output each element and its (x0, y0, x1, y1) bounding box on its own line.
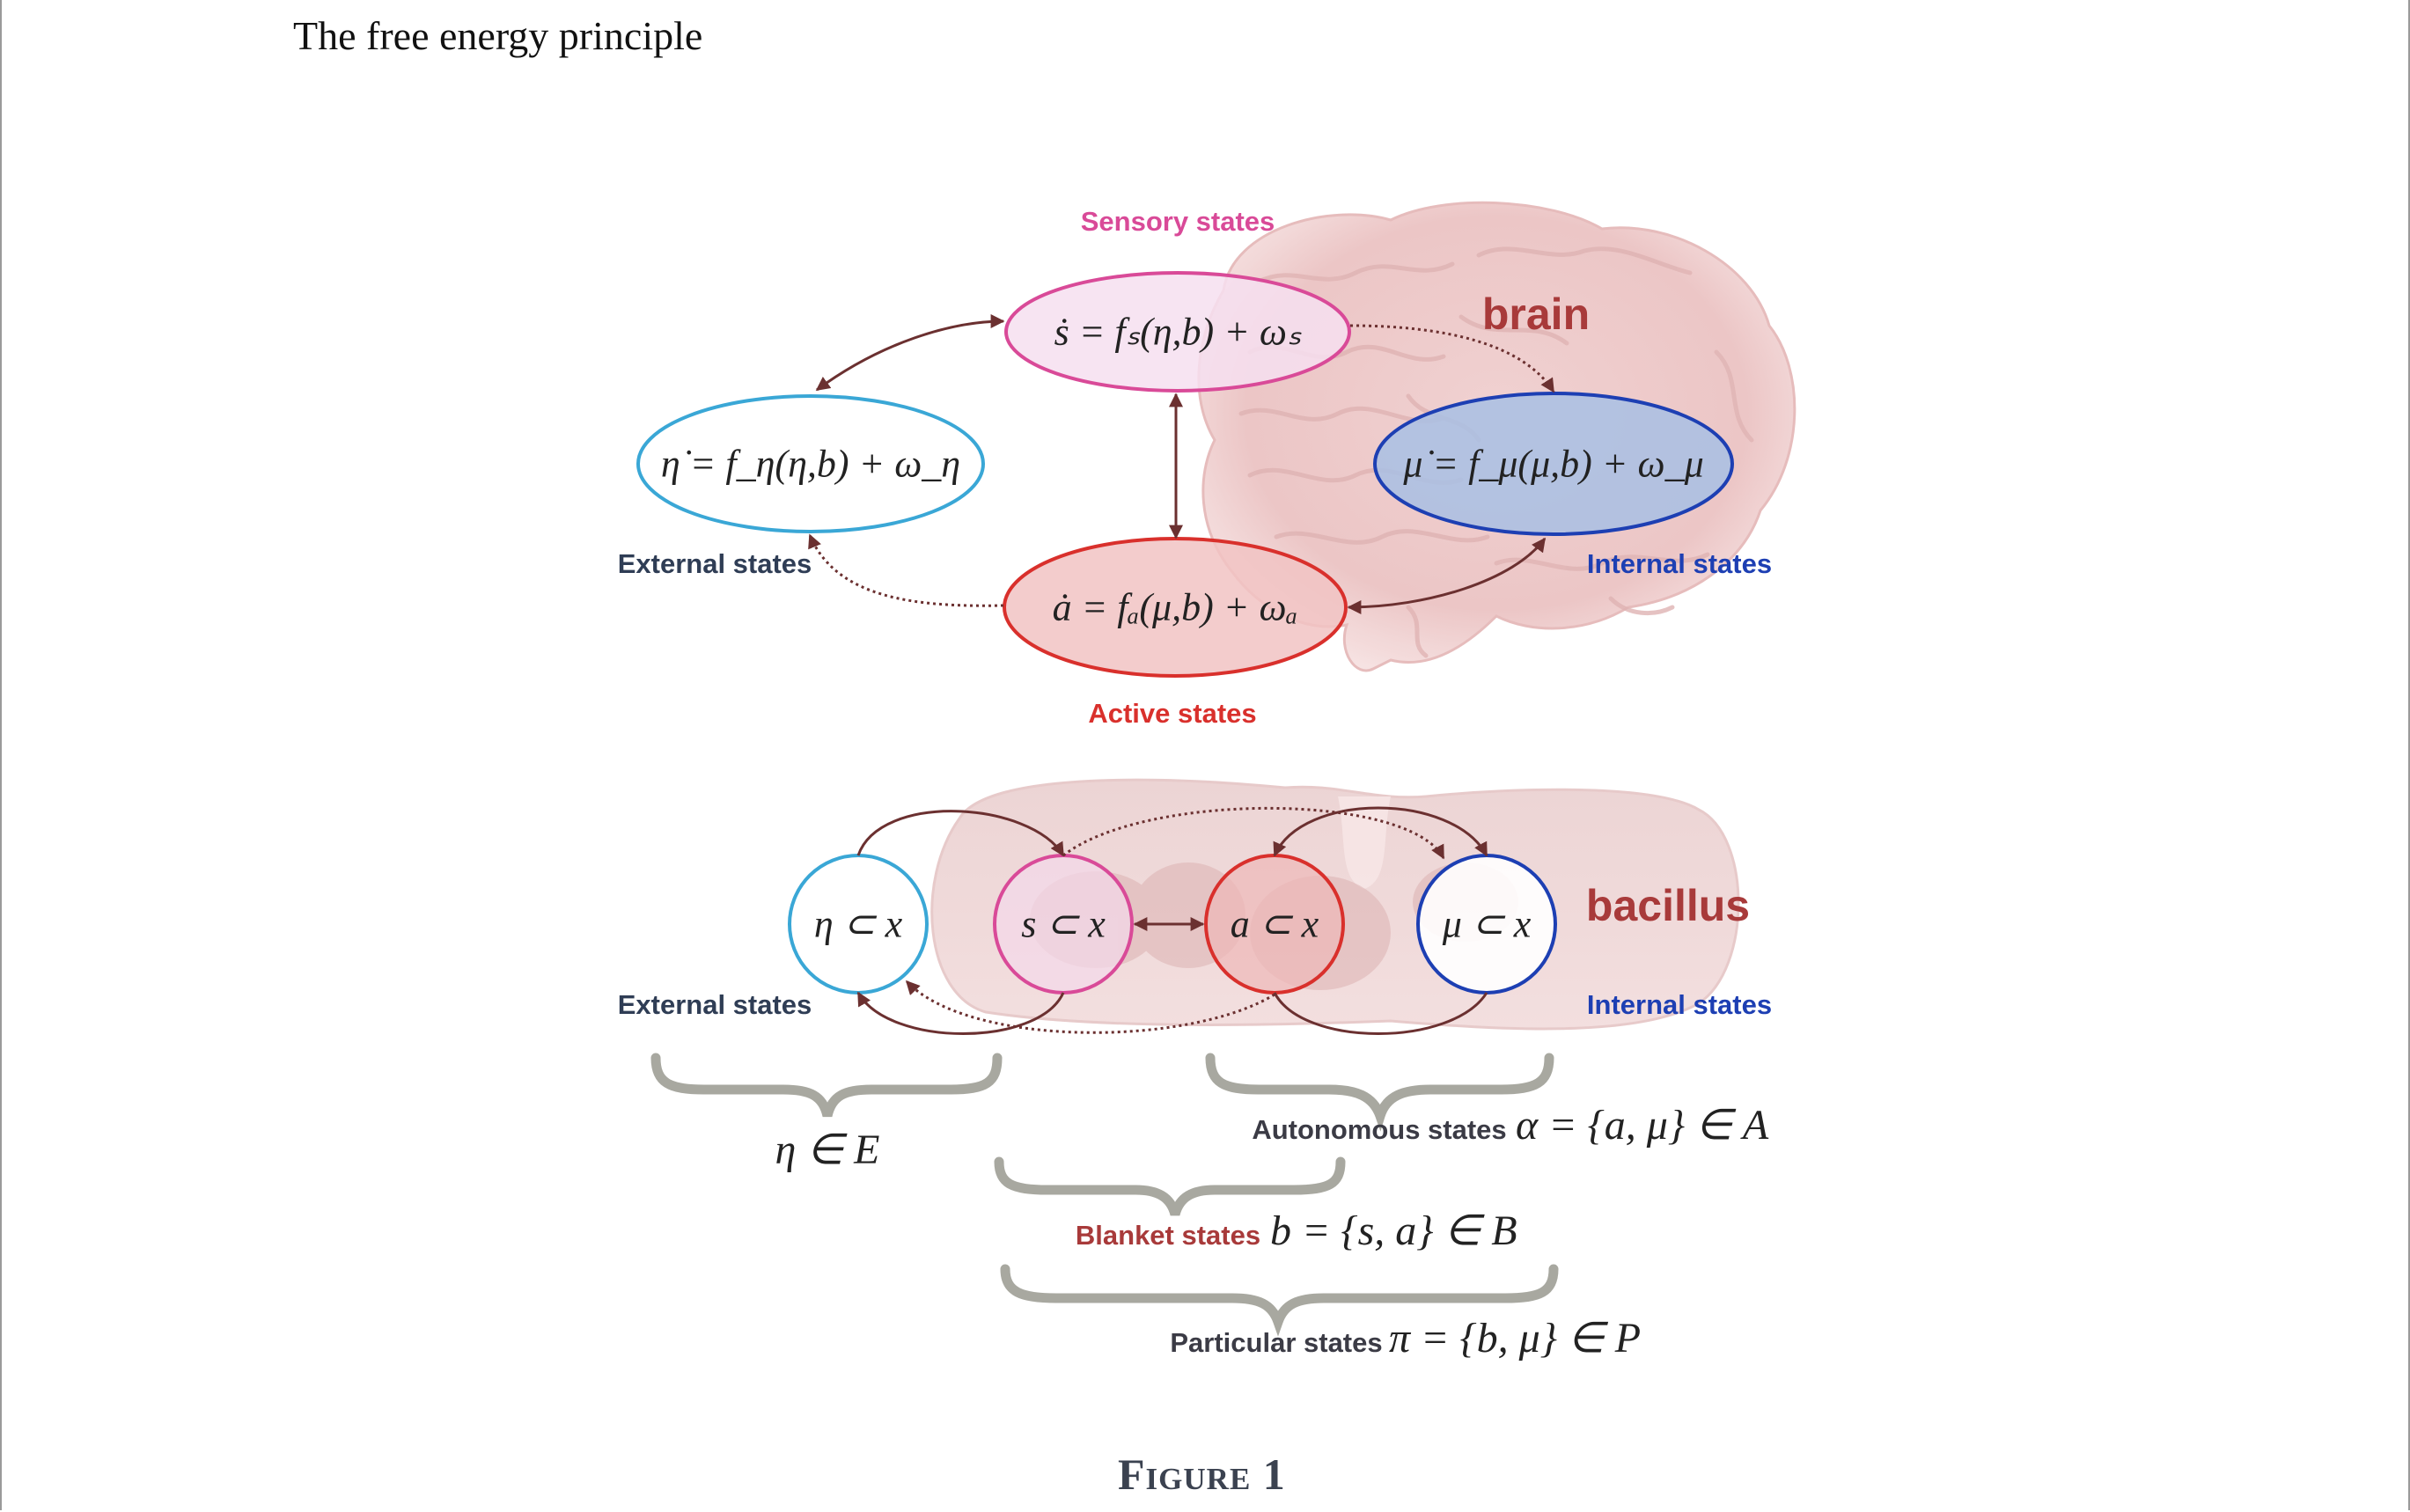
brain-label: brain (1482, 290, 1590, 339)
bacillus-external-text: η ⊂ x (814, 903, 903, 946)
blanket-states-label: Blanket states (1076, 1220, 1260, 1251)
bacillus-active-text: a ⊂ x (1231, 903, 1319, 946)
bacillus-label: bacillus (1586, 881, 1750, 930)
blanket-formula: b = {s, a} ∈ B (1270, 1207, 1517, 1254)
autonomous-states-label: Autonomous states (1252, 1114, 1506, 1145)
external-equation: η̇ = f_η(η,b) + ω_η (661, 443, 960, 486)
particular-formula: π = {b, μ} ∈ P (1389, 1315, 1641, 1362)
arrow-sensory-internal (1349, 324, 1555, 393)
autonomous-formula: α = {a, μ} ∈ A (1516, 1102, 1769, 1149)
brace-external (650, 1053, 1003, 1118)
arrow-active-internal (1347, 537, 1547, 614)
external-states-node: η̇ = f_η(η,b) + ω_η External states (618, 394, 985, 579)
internal-states-node: μ̇ = f_μ(μ,b) + ω_μ Internal states (1373, 392, 1772, 579)
sensory-states-label: Sensory states (1081, 206, 1275, 237)
bacillus-sensory-node: s ⊂ x (993, 854, 1134, 995)
bacillus-internal-node: μ ⊂ x (1416, 854, 1557, 995)
running-title: The free energy principle (293, 13, 703, 58)
bac-arrow-external-sensory (856, 810, 1065, 857)
bacillus-sensory-text: s ⊂ x (1021, 903, 1106, 946)
active-equation: ȧ = fₐ(μ,b) + ωₐ (1053, 586, 1298, 629)
bacillus-external-label: External states (618, 989, 812, 1020)
internal-equation: μ̇ = f_μ(μ,b) + ω_μ (1402, 443, 1703, 486)
partition-braces (650, 1053, 1559, 1337)
bacillus-internal-text: μ ⊂ x (1442, 903, 1532, 946)
bacillus-panel: bacillus η ⊂ x s ⊂ x a ⊂ x μ ⊂ x Externa… (618, 778, 1772, 1035)
brace-autonomous (1205, 1053, 1554, 1132)
active-states-label: Active states (1088, 698, 1256, 729)
brain-panel: brain Sensory states ṡ = fₛ(η,b) + ωₛ η̇… (618, 201, 1796, 729)
external-states-label: External states (618, 548, 812, 579)
internal-states-label: Internal states (1587, 548, 1772, 579)
arrow-active-external (808, 533, 1004, 607)
particular-states-label: Particular states (1170, 1327, 1382, 1358)
brace-blanket (994, 1156, 1346, 1216)
sensory-equation: ṡ = fₛ(η,b) + ωₛ (1054, 311, 1302, 354)
brace-particular (1000, 1264, 1559, 1337)
bacillus-internal-label: Internal states (1587, 989, 1772, 1020)
arrow-external-sensory (815, 314, 1005, 392)
bac-arrow-active-internal-top (1273, 806, 1488, 857)
figure-caption: Figure 1 (1118, 1450, 1286, 1499)
active-states-node: ȧ = fₐ(μ,b) + ωₐ Active states (1003, 537, 1348, 729)
bacillus-external-node: η ⊂ x (788, 854, 929, 995)
external-set-formula: η ∈ E (775, 1127, 880, 1173)
bac-arrow-active-external (905, 980, 1275, 1034)
bac-arrow-sensory-external (856, 991, 1065, 1035)
bacillus-active-node: a ⊂ x (1204, 854, 1345, 995)
sensory-states-node: Sensory states ṡ = fₛ(η,b) + ωₛ (1004, 206, 1351, 393)
bac-arrow-active-internal-bottom (1273, 992, 1488, 1035)
bac-arrow-sensory-internal (1062, 806, 1445, 860)
